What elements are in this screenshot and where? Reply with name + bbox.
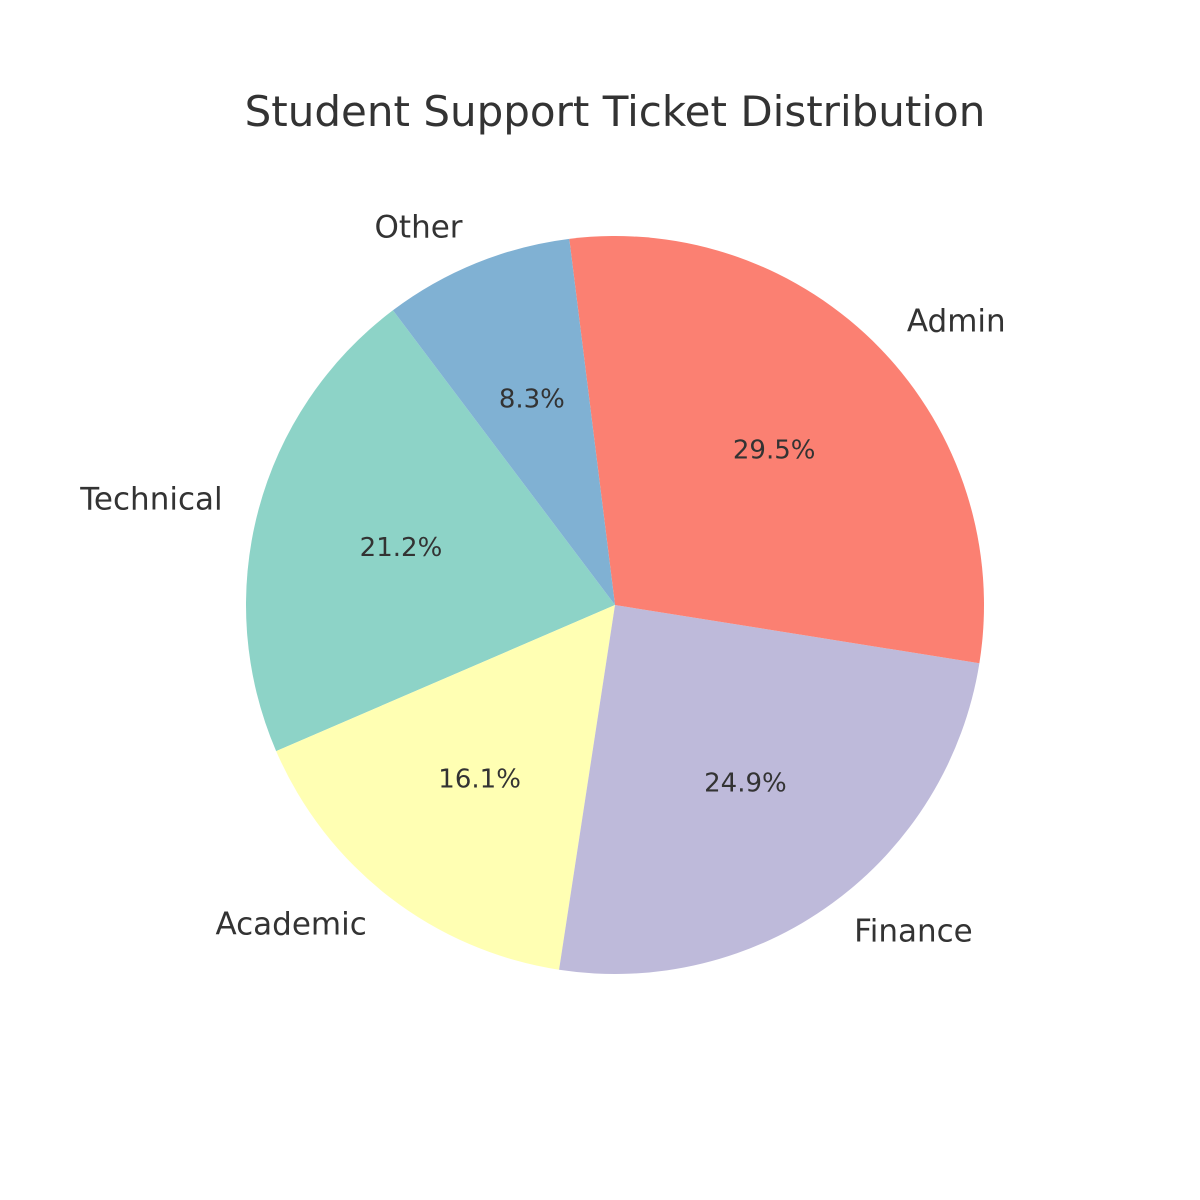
pct-label-academic: 16.1% xyxy=(438,765,521,795)
slice-label-admin: Admin xyxy=(907,303,1006,339)
pie-slice-finance xyxy=(559,605,980,974)
pct-label-other: 8.3% xyxy=(499,384,565,414)
pct-label-admin: 29.5% xyxy=(733,436,816,466)
pie-slice-academic xyxy=(276,605,615,970)
pct-label-finance: 24.9% xyxy=(704,768,787,798)
pie-slice-other xyxy=(392,238,615,605)
chart-title: Student Support Ticket Distribution xyxy=(245,87,986,136)
pie-labels: Technical 21.2% Academic 16.1% Finance 24.9% A… xyxy=(79,209,1005,949)
slice-label-other: Other xyxy=(375,209,463,245)
pie-slice-admin xyxy=(569,235,984,664)
slice-label-finance: Finance xyxy=(854,913,973,949)
pct-label-technical: 21.2% xyxy=(360,533,443,563)
pie-slices xyxy=(246,235,984,974)
slice-label-academic: Academic xyxy=(215,907,366,943)
slice-label-technical: Technical xyxy=(79,482,222,518)
pie-slice-technical xyxy=(246,310,615,752)
